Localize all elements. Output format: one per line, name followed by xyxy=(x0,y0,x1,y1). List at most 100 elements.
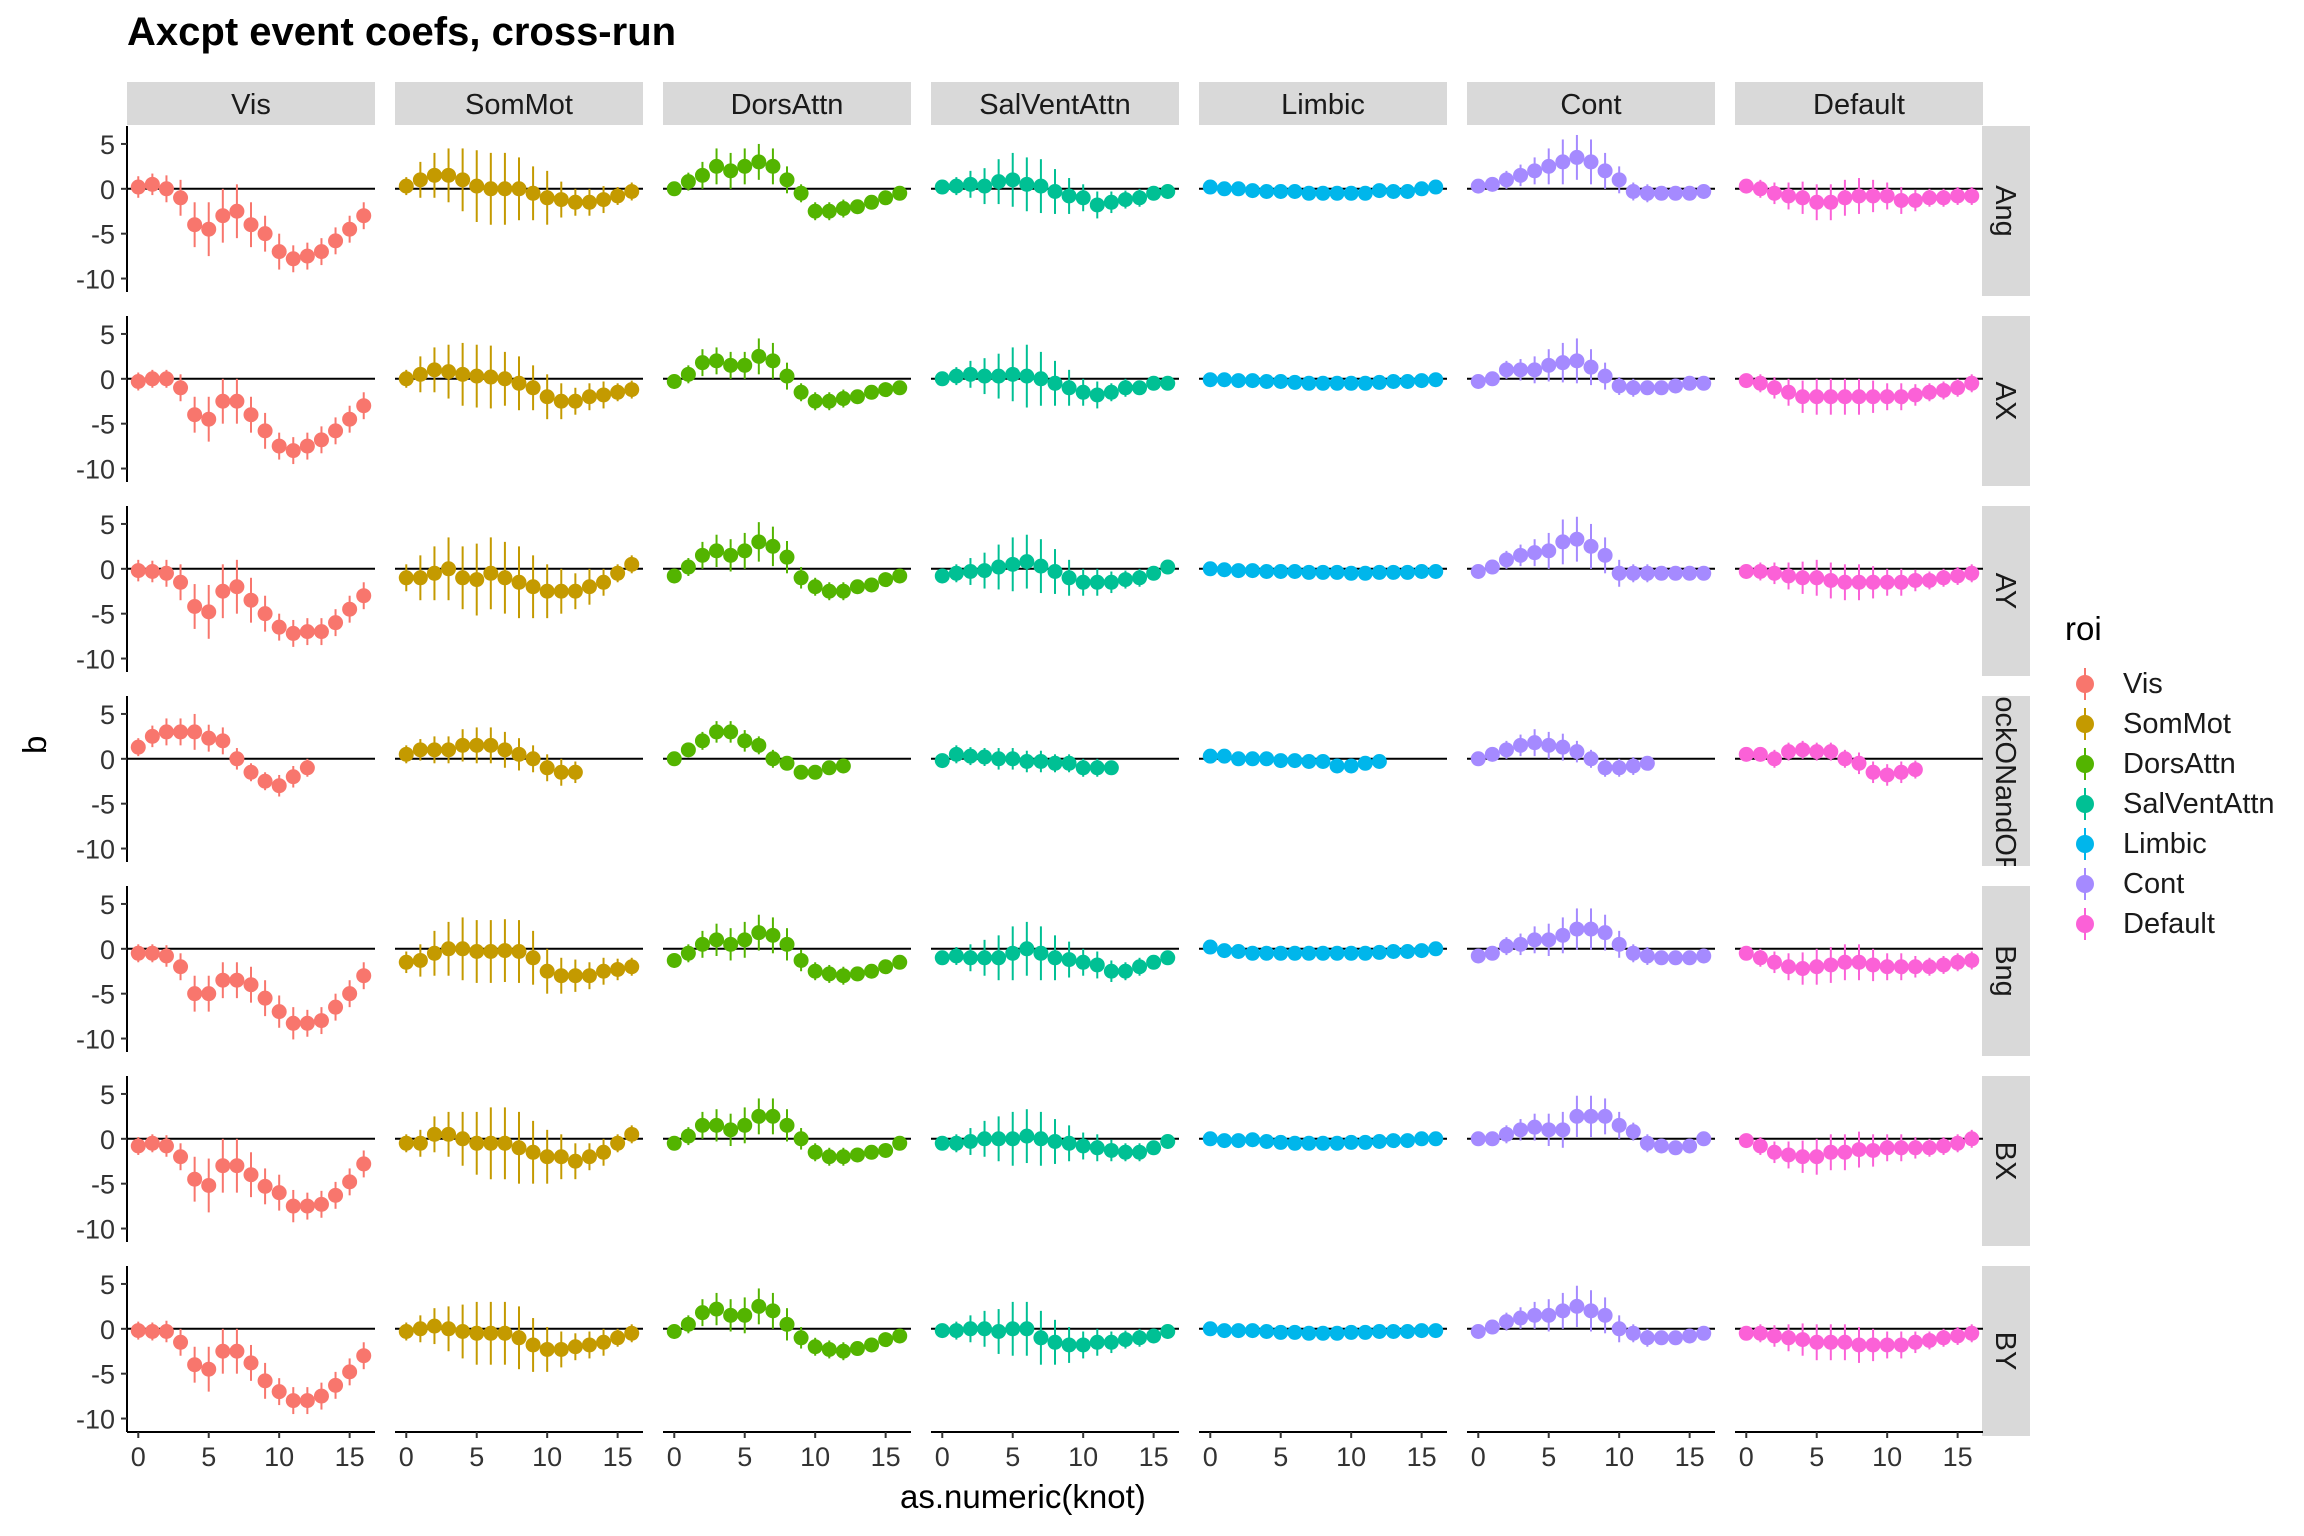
data-point xyxy=(1950,380,1966,396)
series-bng-salventattn xyxy=(934,921,1176,983)
data-point xyxy=(1230,373,1246,389)
x-tick-label: 10 xyxy=(264,1442,294,1472)
data-point xyxy=(962,176,978,192)
data-point xyxy=(1329,758,1345,774)
data-point xyxy=(1470,1131,1486,1147)
data-point xyxy=(158,371,174,387)
data-point xyxy=(1611,936,1627,952)
data-point xyxy=(1470,374,1486,390)
data-point xyxy=(257,1373,273,1389)
data-point xyxy=(497,570,513,586)
data-point xyxy=(1837,1334,1853,1350)
data-point xyxy=(737,1117,753,1133)
data-point xyxy=(666,952,682,968)
data-point xyxy=(793,764,809,780)
data-point xyxy=(680,1128,696,1144)
data-point xyxy=(1738,178,1754,194)
y-tick-label: -10 xyxy=(76,1215,115,1245)
data-point xyxy=(1047,564,1063,580)
data-point xyxy=(455,172,471,188)
data-point xyxy=(737,357,753,373)
data-point xyxy=(1555,1303,1571,1319)
data-point xyxy=(229,751,245,767)
data-point xyxy=(1103,1334,1119,1350)
data-point xyxy=(1879,767,1895,783)
data-point xyxy=(497,371,513,387)
data-point xyxy=(1964,565,1980,581)
data-point xyxy=(1061,570,1077,586)
data-point xyxy=(187,1171,203,1187)
facet-label-cont: Cont xyxy=(1560,89,1621,121)
data-point xyxy=(765,927,781,943)
data-point xyxy=(1103,574,1119,590)
data-point xyxy=(1343,1134,1359,1150)
data-point xyxy=(1653,1138,1669,1154)
data-point xyxy=(596,1144,612,1160)
data-point xyxy=(1766,1328,1782,1344)
data-point xyxy=(1809,1149,1825,1165)
data-point xyxy=(1879,574,1895,590)
data-point xyxy=(539,583,555,599)
data-point xyxy=(878,190,894,206)
data-point xyxy=(1259,751,1275,767)
data-point xyxy=(1611,565,1627,581)
data-point xyxy=(1597,547,1613,563)
data-point xyxy=(201,986,217,1002)
data-point xyxy=(342,986,358,1002)
series-bng-limbic xyxy=(1202,939,1444,961)
data-point xyxy=(511,1330,527,1346)
facet-label-salventattn: SalVentAttn xyxy=(979,89,1131,121)
data-point xyxy=(1696,565,1712,581)
series-bng-vis xyxy=(130,944,372,1040)
data-point xyxy=(1513,547,1529,563)
data-point xyxy=(553,1341,569,1357)
data-point xyxy=(596,574,612,590)
data-point xyxy=(1865,1337,1881,1353)
data-point xyxy=(285,769,301,785)
data-point xyxy=(723,724,739,740)
data-point xyxy=(1103,963,1119,979)
data-point xyxy=(807,393,823,409)
y-tick-label: 5 xyxy=(100,1270,115,1300)
x-tick-label: 5 xyxy=(201,1442,216,1472)
data-point xyxy=(455,1324,471,1340)
data-point xyxy=(737,158,753,174)
data-point xyxy=(948,948,964,964)
data-point xyxy=(610,1330,626,1346)
series-ang-vis xyxy=(130,173,372,273)
legend-item-salventattn: SalVentAttn xyxy=(2065,784,2275,824)
data-point xyxy=(1287,753,1303,769)
data-point xyxy=(1682,185,1698,201)
facet-strip-vis xyxy=(127,82,375,125)
data-point xyxy=(1287,374,1303,390)
data-point xyxy=(1738,1325,1754,1341)
data-point xyxy=(187,1357,203,1373)
data-point xyxy=(709,158,725,174)
legend-label-cont: Cont xyxy=(2123,867,2185,900)
data-point xyxy=(1837,190,1853,206)
data-point xyxy=(1639,1330,1655,1346)
data-point xyxy=(694,733,710,749)
data-point xyxy=(1541,543,1557,559)
data-point xyxy=(610,188,626,204)
data-point xyxy=(694,167,710,183)
data-point xyxy=(1597,368,1613,384)
data-point xyxy=(849,966,865,982)
facet-label-default: Default xyxy=(1813,89,1905,121)
data-point xyxy=(455,941,471,957)
data-point xyxy=(469,944,485,960)
x-tick-label: 10 xyxy=(1604,1442,1634,1472)
data-point xyxy=(849,1341,865,1357)
data-point xyxy=(737,543,753,559)
data-point xyxy=(1498,362,1514,378)
data-point xyxy=(313,1388,329,1404)
series-bx-cont xyxy=(1470,1095,1712,1156)
data-point xyxy=(144,371,160,387)
data-point xyxy=(1950,568,1966,584)
data-point xyxy=(1752,1325,1768,1341)
data-point xyxy=(455,366,471,382)
data-point xyxy=(694,547,710,563)
data-point xyxy=(1117,192,1133,208)
data-point xyxy=(1019,368,1035,384)
data-point xyxy=(694,355,710,371)
